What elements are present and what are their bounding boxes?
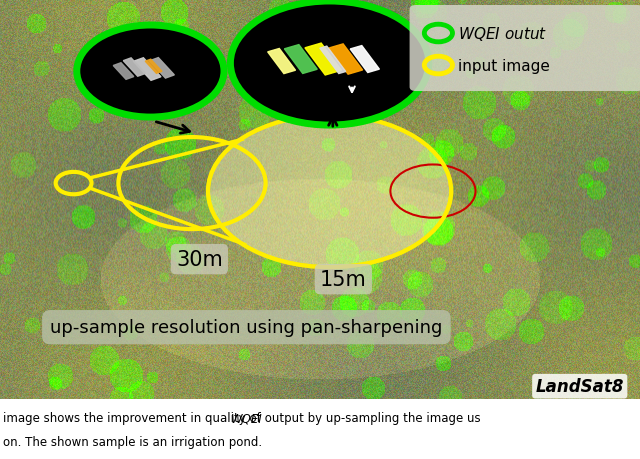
Polygon shape (133, 59, 161, 81)
Polygon shape (145, 60, 162, 74)
Text: 30m: 30m (176, 250, 223, 269)
Polygon shape (305, 44, 342, 76)
Text: $WQEI$ outut: $WQEI$ outut (458, 25, 547, 43)
Text: WQEI: WQEI (230, 411, 262, 424)
Polygon shape (320, 47, 346, 74)
Polygon shape (268, 50, 296, 74)
Text: up-sample resolution using pan-sharpening: up-sample resolution using pan-sharpenin… (50, 319, 443, 336)
Text: input image: input image (458, 58, 550, 73)
Polygon shape (113, 63, 134, 80)
FancyBboxPatch shape (410, 6, 640, 92)
Text: output by up-sampling the image us: output by up-sampling the image us (261, 411, 481, 424)
Text: 15m: 15m (320, 269, 367, 290)
Circle shape (77, 26, 224, 118)
Text: LandSat8: LandSat8 (536, 377, 624, 395)
Polygon shape (350, 46, 380, 73)
Text: image shows the improvement in quality of: image shows the improvement in quality o… (3, 411, 265, 424)
Polygon shape (150, 58, 174, 79)
Circle shape (208, 116, 451, 268)
Text: on. The shown sample is an irrigation pond.: on. The shown sample is an irrigation po… (3, 435, 262, 448)
Circle shape (230, 2, 429, 126)
Polygon shape (284, 45, 317, 74)
Polygon shape (328, 45, 363, 75)
Polygon shape (124, 59, 145, 77)
